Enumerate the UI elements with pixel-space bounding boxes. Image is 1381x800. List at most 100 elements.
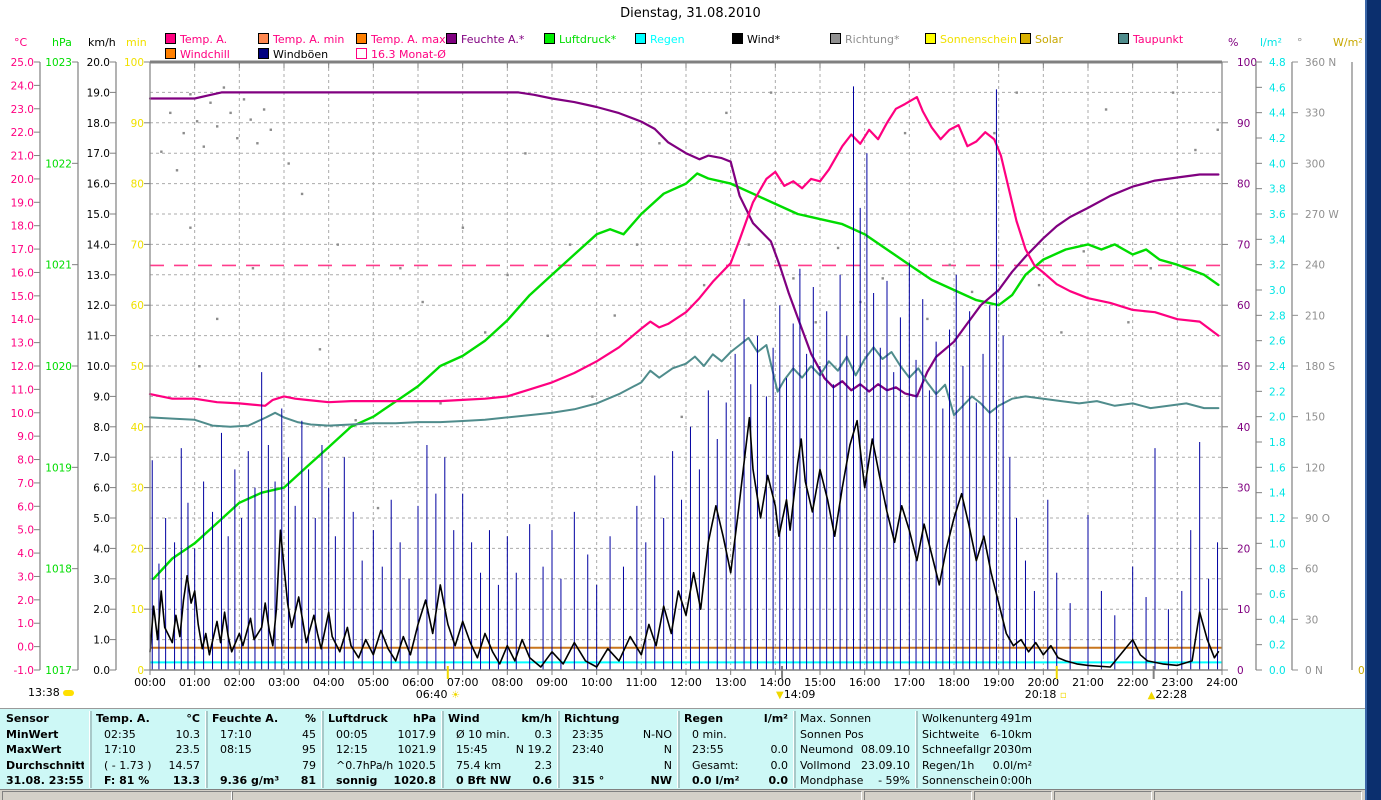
table-cell-label: Schneefallgr: [922, 743, 991, 756]
table-column-feuchte-a-: Feuchte A.% 17:10 45 08:15 95 79 9.36 g/m³ 81: [206, 711, 320, 788]
deg-axis-label: 180 S: [1305, 361, 1335, 373]
temp-axis-label: 22.0: [11, 127, 34, 139]
table-cell-label: Sensor: [6, 712, 49, 725]
x-axis-label: 12:00: [670, 676, 702, 689]
time-marker-14-09: ▼14:09: [776, 688, 815, 701]
table-cell-label: MaxWert: [6, 743, 62, 756]
legend-item-temp-a-max[interactable]: Temp. A. max: [356, 33, 446, 46]
table-cell-label: Vollmond: [800, 758, 851, 772]
lm2-axis-label: 0.8: [1269, 564, 1286, 576]
legend-item-sonnenschein[interactable]: Sonnenschein: [925, 33, 1017, 46]
table-cell-label: Richtung: [564, 712, 620, 725]
temp-axis-label: 19.0: [11, 197, 34, 209]
kmh-axis-label: 9.0: [93, 391, 110, 403]
min-axis-label: 30: [131, 483, 144, 495]
x-axis-label: 19:00: [983, 676, 1015, 689]
deg-axis-label: 330: [1305, 108, 1325, 120]
kmh-axis-label: 11.0: [87, 331, 110, 343]
legend-item-taupunkt[interactable]: Taupunkt: [1118, 33, 1183, 46]
x-axis-label: 20:00: [1027, 676, 1059, 689]
table-cell-value: 95: [302, 743, 316, 756]
table-cell-label: 15:45: [456, 743, 488, 756]
lm2-axis-label: 4.6: [1269, 82, 1286, 94]
svg-text:0: 0: [1358, 665, 1365, 677]
temp-axis-label: 11.0: [11, 384, 34, 396]
kmh-axis-label: 5.0: [93, 513, 110, 525]
x-axis-label: 13:00: [715, 676, 747, 689]
pct-axis-label: 20: [1237, 543, 1250, 555]
marker-time: 20:18: [1024, 688, 1057, 701]
table-cell-label: 0.0 l/m²: [692, 774, 740, 787]
legend-item-richtung-[interactable]: Richtung*: [830, 33, 899, 46]
x-axis-label: 23:00: [1161, 676, 1193, 689]
table-cell-label: 23:35: [572, 727, 604, 741]
table-cell-label: 00:05: [336, 727, 368, 741]
legend-swatch-icon: [1118, 33, 1129, 44]
weather-chart: 00:00 01:00 02:00 03:00 04:00 05:00 06:00 07:00…: [11, 36, 1365, 689]
hpa-axis-label: 1021: [45, 260, 72, 272]
legend-swatch-icon: [356, 48, 367, 59]
table-cell-value: 1020.8: [393, 774, 436, 787]
min-axis-label: 80: [131, 179, 144, 191]
kmh-axis-unit: km/h: [88, 36, 116, 49]
statusbar-segment-4: [1054, 791, 1152, 800]
legend-item-16-3-monat-[interactable]: 16.3 Monat-Ø: [356, 48, 446, 61]
legend-label: Solar: [1035, 33, 1064, 46]
temp-axis-label: 24.0: [11, 80, 34, 92]
legend-item-windb-en[interactable]: Windböen: [258, 48, 328, 61]
table-cell-label: MinWert: [6, 727, 59, 741]
temp-axis-label: 6.0: [17, 501, 34, 513]
min-axis-label: 70: [131, 239, 144, 251]
hpa-axis-label: 1022: [45, 158, 72, 170]
lm2-axis-label: 2.2: [1269, 386, 1286, 398]
lm2-axis-label: 3.4: [1269, 234, 1286, 246]
legend-item-wind-[interactable]: Wind*: [732, 33, 781, 46]
series-luftdruck-: [152, 172, 1220, 580]
table-cell-label: ( - 1.73 ): [104, 758, 152, 772]
statusbar-segment-1: [232, 791, 862, 800]
legend-item-temp-a-min[interactable]: Temp. A. min: [258, 33, 344, 46]
kmh-axis-label: 10.0: [87, 361, 110, 373]
legend-label: 16.3 Monat-Ø: [371, 48, 446, 61]
lm2-axis-label: 1.8: [1269, 437, 1286, 449]
lm2-axis-label: 2.6: [1269, 336, 1286, 348]
sensor-table: Sensor MinWert MaxWert Durchschnitt 31.08. 2…: [0, 708, 1367, 790]
legend-item-windchill[interactable]: Windchill: [165, 48, 230, 61]
legend-item-temp-a-[interactable]: Temp. A.: [165, 33, 227, 46]
x-axis-label: 07:00: [447, 676, 479, 689]
x-axis-label: 14:00: [759, 676, 791, 689]
legend-swatch-icon: [830, 33, 841, 44]
table-cell-label: 9.36 g/m³: [220, 774, 280, 787]
legend-item-luftdruck-[interactable]: Luftdruck*: [544, 33, 616, 46]
time-marker-13-38: 13:38: [28, 686, 75, 699]
legend-swatch-icon: [258, 33, 269, 44]
min-axis-label: 90: [131, 118, 144, 130]
temp-axis-label: 1.0: [17, 618, 34, 630]
table-cell-value: l/m²: [763, 712, 788, 725]
table-cell-label: F: 81 %: [104, 774, 150, 787]
table-cell-label: 12:15: [336, 743, 368, 756]
legend-label: Wind*: [747, 33, 781, 46]
series-wind-: [149, 416, 1220, 668]
x-axis-label: 08:00: [491, 676, 523, 689]
legend-swatch-icon: [925, 33, 936, 44]
lm2-axis-label: 1.6: [1269, 462, 1286, 474]
kmh-axis-label: 15.0: [87, 209, 110, 221]
legend-swatch-icon: [165, 48, 176, 59]
temp-axis-label: 8.0: [17, 455, 34, 467]
pct-axis-label: 10: [1237, 604, 1250, 616]
lm2-axis-label: 3.0: [1269, 285, 1286, 297]
legend-item-solar[interactable]: Solar: [1020, 33, 1064, 46]
table-cell-label: 17:10: [104, 743, 136, 756]
table-cell-value: 2030m: [993, 743, 1032, 756]
table-cell-label: Temp. A.: [96, 712, 150, 725]
x-axis-label: 16:00: [849, 676, 881, 689]
temp-axis-label: 12.0: [11, 361, 34, 373]
legend-item-feuchte-a-[interactable]: Feuchte A.*: [446, 33, 524, 46]
deg-axis-label: 150: [1305, 412, 1325, 424]
lm2-axis-label: 1.2: [1269, 513, 1286, 525]
hpa-axis-unit: hPa: [52, 36, 72, 49]
table-column-luftdruck: Luftdruck hPa 00:05 1017.9 12:15 1021.9 ^0.7hP…: [322, 711, 440, 788]
legend-item-regen[interactable]: Regen: [635, 33, 685, 46]
deg-axis-unit: °: [1297, 36, 1303, 49]
